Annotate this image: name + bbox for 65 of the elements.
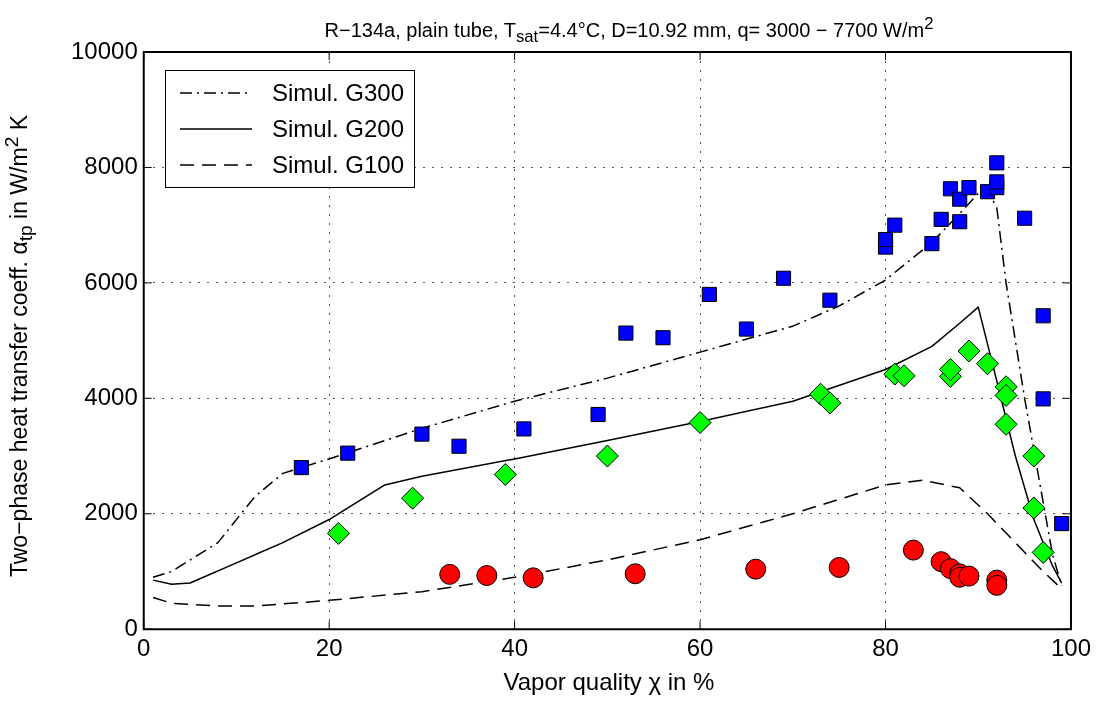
point — [887, 217, 903, 233]
point — [1022, 444, 1046, 468]
point — [952, 214, 968, 230]
x-tick-label: 40 — [501, 634, 528, 662]
point — [590, 406, 606, 423]
y-tick-label: 6000 — [84, 267, 138, 295]
point — [902, 539, 924, 561]
point — [938, 357, 962, 381]
point — [976, 352, 1000, 376]
point — [822, 292, 838, 308]
point — [618, 325, 634, 341]
point — [1035, 308, 1051, 324]
point — [994, 383, 1018, 407]
legend-label: Simul. G100 — [272, 151, 405, 179]
y-tick-label: 10000 — [70, 36, 138, 64]
point — [877, 232, 894, 248]
point — [775, 270, 792, 286]
point — [1017, 210, 1033, 226]
point — [738, 321, 755, 337]
point — [952, 191, 968, 207]
point — [516, 421, 532, 437]
y-tick-label: 2000 — [84, 498, 138, 526]
point — [961, 180, 977, 196]
point — [340, 445, 356, 461]
point — [451, 438, 467, 454]
point — [1035, 391, 1051, 407]
x-tick-label: 60 — [686, 634, 714, 662]
point — [924, 236, 940, 252]
point — [655, 330, 671, 346]
x-tick-label: 80 — [872, 634, 899, 662]
point — [818, 391, 842, 415]
point — [1022, 496, 1046, 520]
point — [493, 463, 517, 487]
point — [828, 556, 850, 578]
legend-label: Simul. G200 — [272, 115, 405, 143]
point — [595, 444, 619, 468]
point — [476, 565, 498, 587]
x-tick-label: 20 — [315, 634, 343, 662]
legend-label: Simul. G300 — [272, 79, 405, 107]
point — [439, 563, 461, 585]
point — [745, 558, 767, 580]
y-tick-label: 0 — [124, 613, 138, 641]
point — [688, 411, 712, 435]
chart-title: R−134a, plain tube, T$_{sat}$=4.4°C, D=10.92 mm, q= 3000 − 7700 W/m$^{2}$ — [323, 14, 935, 47]
point — [414, 426, 430, 442]
point — [624, 563, 646, 585]
x-axis-title: Vapor quality χ in % — [502, 668, 716, 696]
point — [933, 211, 949, 227]
point — [958, 565, 980, 587]
point — [986, 574, 1008, 596]
point — [401, 486, 425, 510]
point — [892, 364, 916, 388]
x-tick-label: 100 — [1050, 634, 1091, 662]
point — [293, 460, 309, 476]
point — [989, 174, 1005, 190]
point — [701, 286, 717, 302]
point — [326, 521, 350, 545]
point — [1054, 516, 1070, 532]
point — [994, 412, 1018, 436]
point — [522, 567, 544, 589]
point — [989, 155, 1005, 171]
point — [1031, 540, 1055, 564]
y-tick-label: 8000 — [84, 152, 138, 180]
y-tick-label: 4000 — [84, 382, 138, 410]
point — [957, 339, 981, 363]
